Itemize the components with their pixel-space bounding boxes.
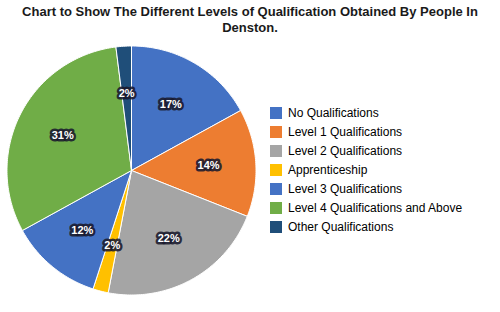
svg-text:12%: 12% [71, 223, 93, 235]
html-text:Level 2 Qualifications: Level 2 Qualifications [288, 143, 403, 158]
svg-text:2%: 2% [104, 238, 120, 250]
html-text:Level 4 Qualifications and Abo: Level 4 Qualifications and Above [288, 200, 463, 215]
html-text:Chart to Show The Different Le: Chart to Show The Different Levels of Qu… [22, 4, 478, 36]
html-text:Other Qualifications: Other Qualifications [288, 219, 394, 234]
svg-text:2%: 2% [119, 86, 135, 98]
html-text:Level 3 Qualifications: Level 3 Qualifications [288, 181, 403, 196]
svg-text:22%: 22% [158, 231, 180, 243]
html-text:Level 1 Qualifications: Level 1 Qualifications [288, 124, 403, 139]
svg-text:31%: 31% [52, 128, 74, 140]
svg-text:14%: 14% [198, 159, 220, 171]
html-text:Apprenticeship: Apprenticeship [288, 162, 368, 177]
html-text:No Qualifications: No Qualifications [288, 105, 379, 120]
svg-text:17%: 17% [160, 97, 182, 109]
